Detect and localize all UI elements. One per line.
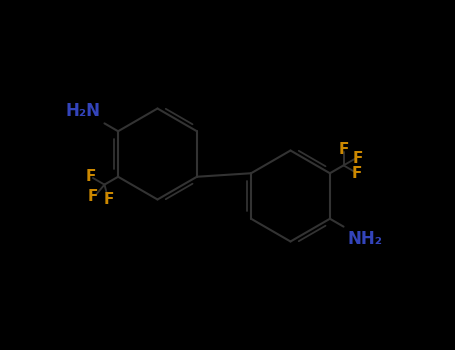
Text: F: F [339,142,349,158]
Text: F: F [352,166,362,181]
Text: F: F [104,192,115,207]
Text: F: F [353,150,363,166]
Text: F: F [88,189,98,204]
Text: NH₂: NH₂ [347,230,382,248]
Text: H₂N: H₂N [66,102,101,120]
Text: F: F [86,169,96,184]
